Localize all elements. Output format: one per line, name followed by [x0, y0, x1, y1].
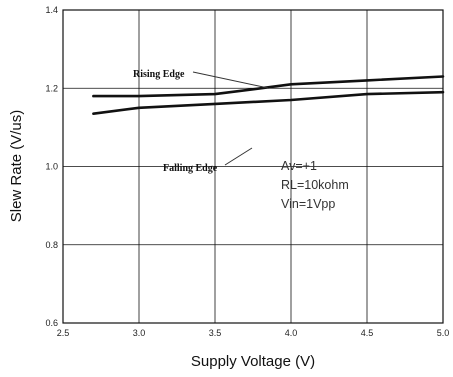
falling-edge-leader	[224, 147, 253, 166]
plot-frame	[62, 9, 444, 324]
series-lines	[92, 75, 445, 115]
y-tick-label: 1.4	[45, 5, 58, 15]
x-tick-label: 4.5	[361, 328, 374, 338]
series-falling-edge-line	[92, 90, 445, 115]
series-rising-edge-line	[92, 75, 445, 98]
grid	[63, 10, 443, 323]
x-tick-label: 4.0	[285, 328, 298, 338]
y-axis-label: Slew Rate (V/us)	[8, 110, 25, 223]
legend-rising-edge: Rising Edge	[133, 69, 185, 80]
y-tick-label: 1.2	[45, 83, 58, 93]
x-tick-label: 3.0	[133, 328, 146, 338]
rising-edge-leader	[192, 71, 269, 89]
annotation-gain: Av=+1	[281, 159, 317, 173]
tick-labels: 2.5 3.0 3.5 4.0 4.5 5.0 0.6 0.8 1.0 1.2 1.4	[45, 5, 449, 338]
x-axis-label: Supply Voltage (V)	[191, 353, 315, 370]
annotation-input: Vin=1Vpp	[281, 197, 335, 211]
y-tick-label: 0.8	[45, 240, 58, 250]
y-tick-label: 1.0	[45, 162, 58, 172]
legend-falling-edge: Falling Edge	[163, 163, 218, 174]
x-tick-label: 3.5	[209, 328, 222, 338]
x-tick-label: 5.0	[437, 328, 450, 338]
x-tick-label: 2.5	[57, 328, 70, 338]
y-tick-label: 0.6	[45, 318, 58, 328]
annotation-load: RL=10kohm	[281, 178, 349, 192]
